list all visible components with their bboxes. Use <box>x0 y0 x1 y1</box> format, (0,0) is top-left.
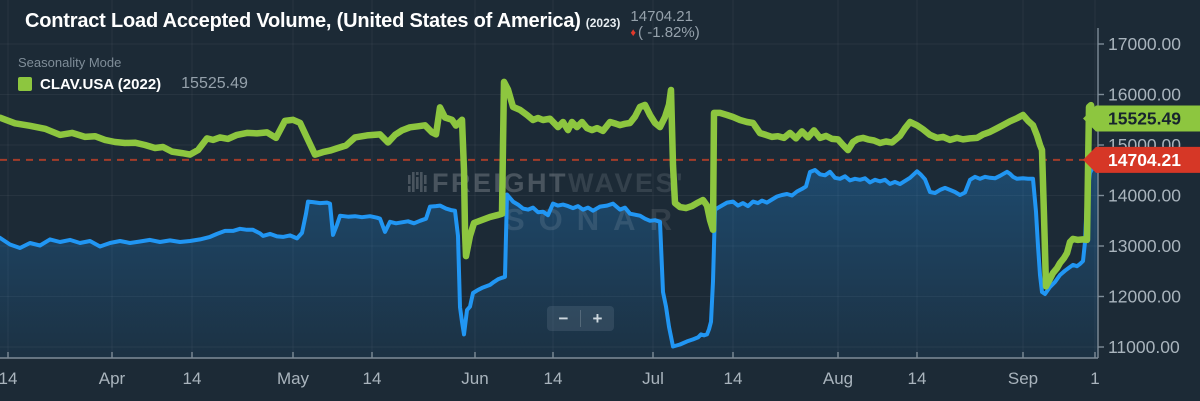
change-row: ♦ ( -1.82%) <box>630 25 699 41</box>
series-line-2022 <box>0 78 1102 290</box>
x-tick-label: 14 <box>183 369 202 388</box>
x-tick-label: 14 <box>0 369 17 388</box>
x-tick-label: 14 <box>908 369 927 388</box>
zoom-in-button[interactable]: + <box>581 306 614 331</box>
title-year-suffix: (2023) <box>585 16 621 30</box>
chart-header: Contract Load Accepted Volume, (United S… <box>25 6 700 41</box>
freightwaves-logo-icon <box>408 172 427 192</box>
watermark-brand-text: FREIGHTWAVES' <box>432 168 685 198</box>
y-tick-label: 13000.00 <box>1108 236 1181 256</box>
x-tick-label: Jun <box>461 369 488 388</box>
series-line-2023 <box>0 157 1100 349</box>
legend-series-value: 15525.49 <box>181 75 248 92</box>
last-value: 14704.21 <box>630 8 693 25</box>
x-tick-label: 14 <box>363 369 382 388</box>
x-tick-label: Jul <box>642 369 664 388</box>
badge-value-text: 15525.49 <box>1108 108 1181 128</box>
x-tick-label: Aug <box>823 369 853 388</box>
axis-value-badge: 15525.49 <box>1083 105 1200 132</box>
x-tick-label: 14 <box>724 369 743 388</box>
legend[interactable]: CLAV.USA (2022) 15525.49 <box>18 75 248 93</box>
x-tick-label: May <box>277 369 310 388</box>
x-tick-label: 1 <box>1090 369 1099 388</box>
down-diamond-icon: ♦ <box>630 26 637 39</box>
x-tick-label: Sep <box>1008 369 1038 388</box>
x-tick-label: 14 <box>544 369 563 388</box>
x-tick-label: Apr <box>99 369 126 388</box>
legend-series-label: CLAV.USA (2022) <box>40 75 162 93</box>
zoom-out-button[interactable]: − <box>547 306 580 331</box>
zoom-controls: − + <box>547 306 614 331</box>
page-title: Contract Load Accepted Volume, (United S… <box>25 10 581 32</box>
legend-swatch-icon <box>18 77 32 91</box>
y-tick-label: 14000.00 <box>1108 186 1181 206</box>
series-2023-area <box>0 159 1098 358</box>
x-axis-labels: 14 Apr 14 May 14 Jun 14 Jul 14 Aug 14 Sep 1 <box>0 369 1100 388</box>
badge-value-text: 14704.21 <box>1108 150 1181 170</box>
y-axis-labels: 17000.0016000.0015000.0014000.0013000.00… <box>1108 34 1181 357</box>
zoom-controls-divider <box>580 310 581 327</box>
y-tick-label: 12000.00 <box>1108 287 1181 307</box>
seasonality-mode-label: Seasonality Mode <box>18 55 122 70</box>
y-tick-label: 17000.00 <box>1108 34 1181 54</box>
y-tick-label: 16000.00 <box>1108 85 1181 105</box>
y-tick-label: 11000.00 <box>1108 337 1180 357</box>
change-percent: ( -1.82%) <box>638 24 700 41</box>
axes <box>0 28 1104 359</box>
quote-block: 14704.21 ♦ ( -1.82%) <box>630 6 699 41</box>
axis-value-badge: 14704.21 <box>1083 146 1200 173</box>
